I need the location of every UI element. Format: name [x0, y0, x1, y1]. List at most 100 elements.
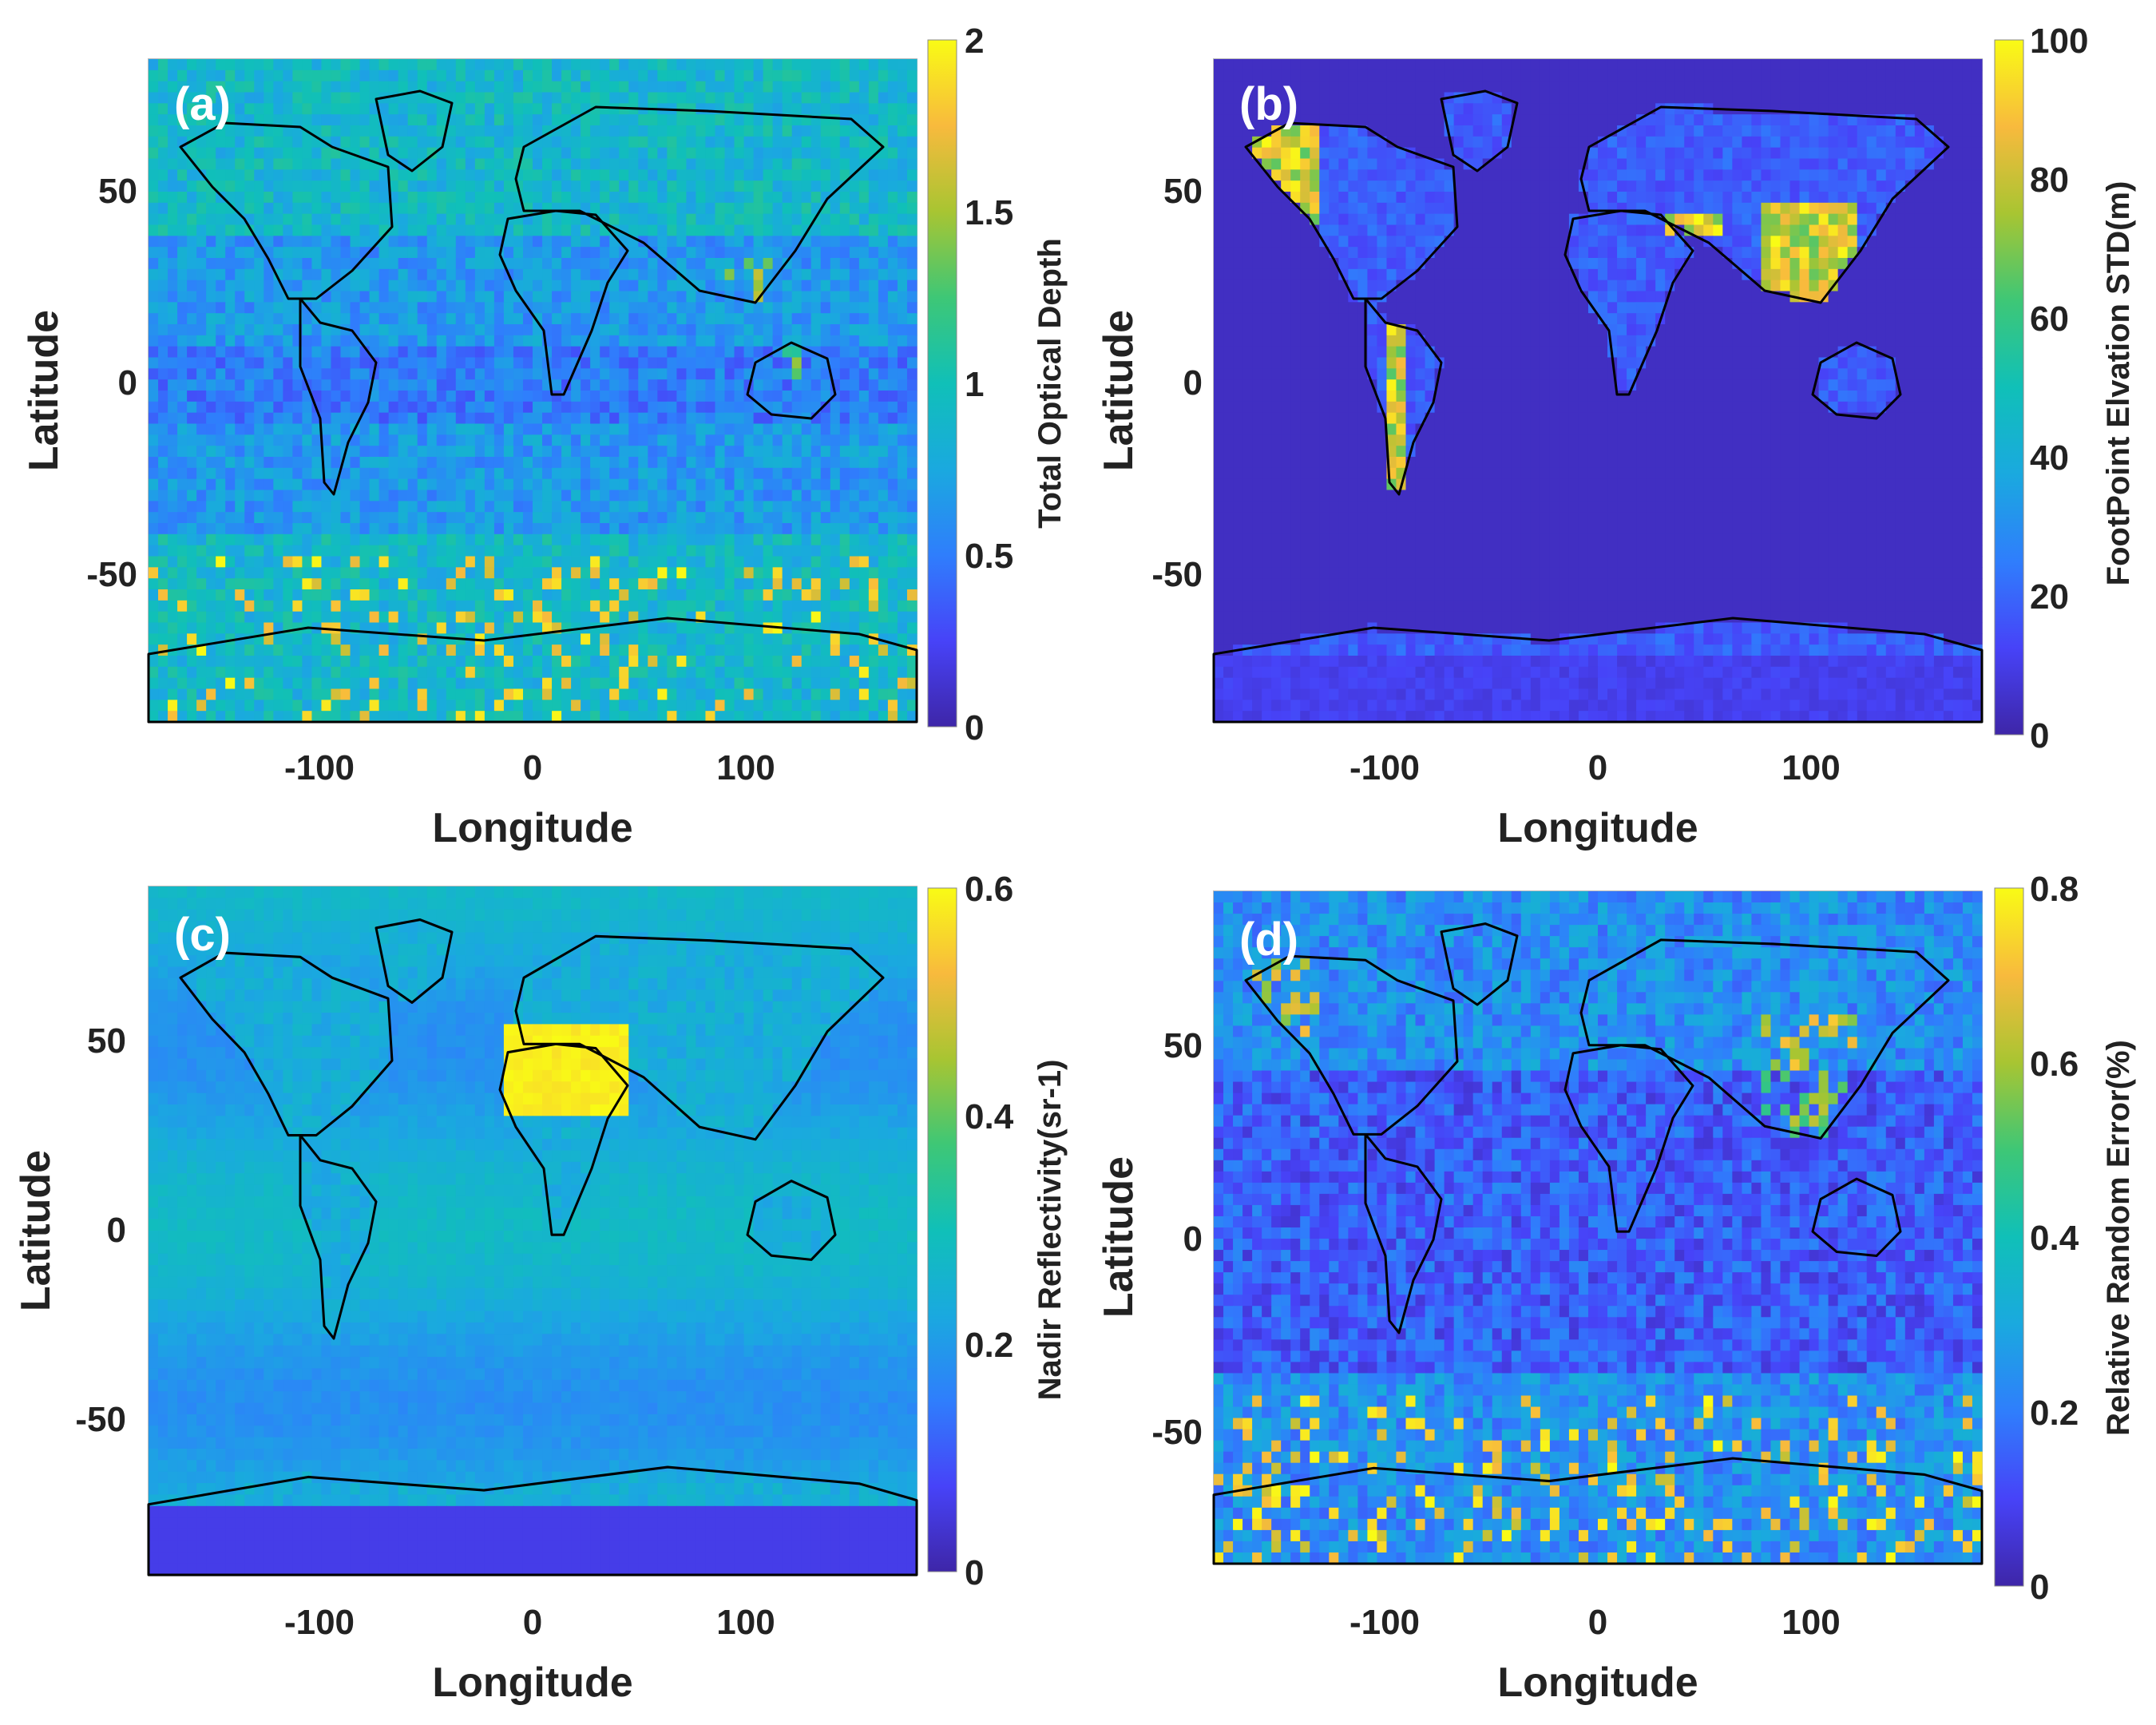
heatmap-cell	[331, 656, 342, 668]
heatmap-cell	[897, 357, 908, 369]
heatmap-cell	[887, 401, 898, 414]
heatmap-cell	[897, 59, 908, 71]
heatmap-cell	[772, 523, 783, 535]
heatmap-cell	[839, 335, 850, 347]
heatmap-cell	[715, 412, 726, 425]
heatmap-cell	[465, 69, 476, 82]
heatmap-cell	[830, 446, 841, 458]
heatmap-cell	[1607, 69, 1618, 82]
heatmap-cell	[849, 280, 860, 292]
heatmap-cell	[283, 368, 293, 380]
heatmap-cell	[465, 81, 476, 93]
heatmap-cell	[753, 114, 764, 126]
heatmap-cell	[244, 69, 255, 82]
heatmap-cell	[542, 611, 553, 624]
heatmap-cell	[753, 567, 764, 579]
heatmap-cell	[417, 523, 428, 535]
heatmap-cell	[503, 467, 514, 480]
heatmap-cell	[820, 59, 831, 71]
heatmap-cell	[264, 478, 274, 491]
heatmap-cell	[782, 313, 793, 325]
heatmap-cell	[533, 59, 543, 71]
heatmap-cell	[474, 656, 485, 668]
heatmap-cell	[196, 268, 207, 281]
heatmap-cell	[801, 656, 812, 668]
heatmap-cell	[552, 677, 562, 690]
heatmap-cell	[676, 114, 688, 126]
heatmap-cell	[628, 512, 639, 524]
heatmap-cell	[273, 357, 283, 369]
heatmap-cell	[426, 490, 438, 502]
heatmap-cell	[571, 247, 581, 259]
heatmap-cell	[763, 578, 774, 590]
heatmap-cell	[581, 512, 591, 524]
heatmap-cell	[493, 656, 505, 668]
heatmap-cell	[657, 578, 668, 590]
heatmap-cell	[283, 512, 293, 524]
heatmap-cell	[772, 147, 783, 160]
heatmap-cell	[542, 268, 553, 281]
heatmap-cell	[743, 192, 755, 204]
heatmap-cell	[830, 600, 841, 613]
heatmap-cell	[743, 357, 755, 369]
heatmap-cell	[686, 158, 697, 170]
heatmap-cell	[581, 533, 591, 546]
heatmap-cell	[206, 169, 216, 181]
heatmap-cell	[839, 224, 850, 236]
heatmap-cell	[273, 324, 283, 336]
heatmap-cell	[533, 158, 543, 170]
heatmap-cell	[235, 490, 245, 502]
heatmap-cell	[878, 401, 889, 414]
heatmap-cell	[187, 69, 197, 82]
heatmap-cell	[542, 169, 553, 181]
heatmap-cell	[446, 213, 457, 226]
heatmap-cell	[887, 202, 898, 215]
heatmap-cell	[177, 401, 188, 414]
heatmap-cell	[590, 644, 600, 656]
heatmap-cell	[398, 136, 409, 149]
heatmap-cell	[868, 258, 879, 270]
heatmap-cell	[398, 103, 409, 115]
heatmap-cell	[254, 434, 264, 446]
heatmap-cell	[484, 180, 495, 192]
heatmap-cell	[667, 512, 677, 524]
heatmap-cell	[196, 213, 207, 226]
heatmap-cell	[244, 125, 255, 137]
heatmap-cell	[225, 401, 236, 414]
heatmap-cell	[772, 423, 783, 435]
heatmap-cell	[830, 700, 841, 712]
heatmap-cell	[763, 391, 774, 402]
heatmap-cell	[533, 391, 543, 402]
heatmap-cell	[830, 457, 841, 469]
heatmap-cell	[417, 656, 428, 668]
heatmap-cell	[571, 666, 581, 679]
heatmap-cell	[609, 302, 620, 314]
heatmap-cell	[359, 523, 371, 535]
heatmap-cell	[484, 302, 495, 314]
heatmap-cell	[302, 357, 313, 369]
heatmap-cell	[196, 567, 207, 579]
heatmap-cell	[196, 147, 207, 160]
heatmap-cell	[753, 147, 764, 160]
heatmap-cell	[619, 158, 629, 170]
heatmap-cell	[609, 291, 620, 303]
heatmap-cell	[474, 302, 485, 314]
heatmap-cell	[407, 446, 418, 458]
heatmap-cell	[388, 81, 399, 93]
heatmap-cell	[561, 512, 572, 524]
heatmap-cell	[311, 335, 323, 347]
heatmap-cell	[878, 512, 889, 524]
heatmap-cell	[331, 512, 342, 524]
heatmap-cell	[340, 103, 351, 115]
heatmap-cell	[619, 268, 629, 281]
heatmap-cell	[254, 401, 264, 414]
heatmap-cell	[820, 656, 831, 668]
heatmap-cell	[791, 434, 803, 446]
heatmap-cell	[196, 158, 207, 170]
heatmap-cell	[878, 600, 889, 613]
heatmap-cell	[657, 224, 668, 236]
heatmap-cell	[244, 247, 255, 259]
panel-a-colorbar-label: Total Optical Depth	[1032, 238, 1068, 529]
heatmap-cell	[561, 291, 572, 303]
heatmap-cell	[715, 490, 726, 502]
